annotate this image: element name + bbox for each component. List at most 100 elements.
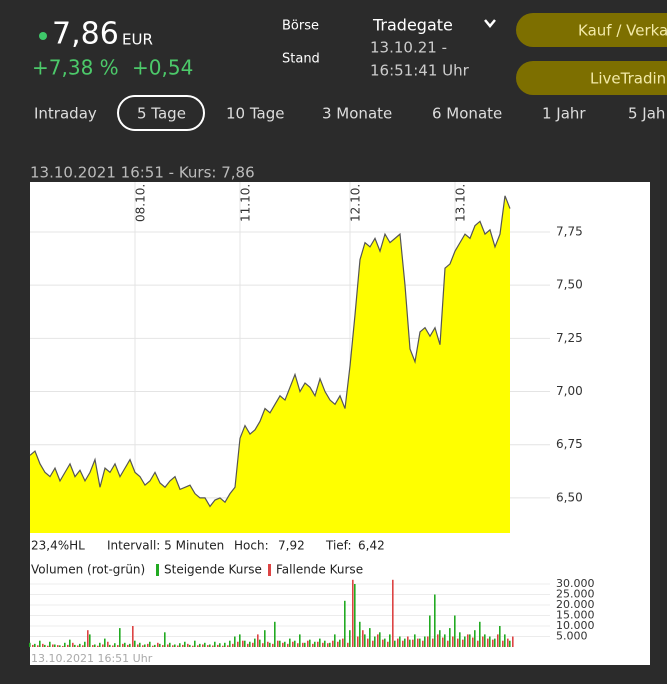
volume-bar (314, 641, 316, 647)
volume-bar (419, 638, 421, 647)
volume-bar (237, 641, 239, 647)
volume-bar (137, 644, 139, 647)
volume-bar (282, 642, 284, 647)
volume-bar (104, 638, 106, 647)
volume-bar (279, 640, 281, 647)
exchange-label: Börse (282, 19, 319, 34)
y-tick-label: 6,50 (556, 490, 583, 504)
livetrading-button-label[interactable]: LiveTradin (590, 70, 666, 88)
volume-bar (162, 645, 164, 647)
time-label: Stand (282, 52, 320, 67)
tab[interactable]: 6 Monate (432, 105, 502, 123)
volume-bar (234, 636, 236, 647)
livetrading-button[interactable] (516, 61, 667, 95)
volume-bar (72, 642, 74, 647)
volume-bar (449, 628, 451, 647)
tab[interactable]: 10 Tage (226, 105, 284, 123)
dropdown-arrow[interactable] (484, 19, 496, 28)
volume-bar (214, 641, 216, 647)
volume-bar (244, 640, 246, 647)
volume-bar (334, 634, 336, 647)
volume-bar (364, 634, 366, 647)
volume-bar (344, 600, 346, 647)
volume-bar (29, 642, 31, 647)
price-chart: 6,50 6,75 7,00 7,25 7,50 7,75 08.10. 11.10. 12.1… (29, 182, 583, 533)
volume-bar (194, 640, 196, 647)
volume-bar (89, 634, 91, 647)
volume-bar (434, 594, 436, 647)
volume-bar (264, 630, 266, 647)
volume-bar (159, 643, 161, 647)
volume-bar (354, 583, 356, 647)
volume-bar (407, 636, 409, 647)
volume-bar (202, 644, 204, 647)
trade-button-label[interactable]: Kauf / Verka (578, 22, 667, 40)
trade-button[interactable] (516, 13, 667, 47)
volume-bar (284, 641, 286, 647)
interval: Intervall: 5 Minuten (107, 539, 224, 553)
x-tick-label: 13.10. (454, 184, 468, 222)
volume-bar (127, 644, 129, 647)
volume-bar (254, 638, 256, 647)
high: 7,92 (278, 539, 305, 553)
volume-bar (257, 634, 259, 647)
legend-swatch (156, 564, 159, 576)
volume-bar (154, 644, 156, 647)
low: 6,42 (358, 539, 385, 553)
volume-bar (484, 634, 486, 647)
date: 13.10.21 - (370, 39, 447, 57)
tab[interactable]: 1 Jahr (542, 105, 586, 123)
volume-bar (432, 638, 434, 647)
change-percent: +7,38 % (32, 56, 119, 80)
volume-bar (74, 644, 76, 647)
low-label: Tief: (325, 539, 352, 553)
volume-bar (252, 642, 254, 647)
volume-bar (474, 630, 476, 647)
volume-bar (69, 639, 71, 647)
volume-bar (249, 641, 251, 647)
volume-bar (392, 579, 394, 647)
volume-bar (447, 640, 449, 647)
volume-bar (119, 628, 121, 647)
y-tick-label: 7,75 (556, 224, 583, 238)
volume-bar (57, 645, 59, 647)
exchange-select[interactable]: Tradegate (372, 16, 453, 35)
volume-bar (302, 642, 304, 647)
tab[interactable]: Intraday (34, 105, 97, 123)
volume-bar (199, 643, 201, 647)
volume-bar (272, 643, 274, 647)
volume-bar (327, 643, 329, 647)
volume-bar (172, 645, 174, 647)
tab[interactable]: 5 Tage (137, 105, 186, 123)
currency: EUR (122, 31, 153, 49)
legend-swatch (268, 564, 271, 576)
volume-bar (307, 640, 309, 647)
tab[interactable]: 3 Monate (322, 105, 392, 123)
volume-bar (42, 643, 44, 647)
volume-bar (82, 645, 84, 647)
volume-bar (509, 640, 511, 647)
x-tick-label: 12.10. (349, 184, 363, 222)
tab[interactable]: 5 Jah (628, 105, 665, 123)
volume-bar (79, 643, 81, 647)
volume-bar (144, 644, 146, 647)
y-tick-label: 30.000 (556, 577, 595, 590)
volume-bar (444, 634, 446, 647)
volume-bar (124, 642, 126, 647)
volume-bar (224, 642, 226, 647)
volume-bar (342, 638, 344, 647)
volume-bar (109, 644, 111, 647)
volume-bar (49, 641, 51, 647)
active-tab-border[interactable] (117, 95, 205, 131)
y-tick-label: 7,50 (556, 278, 583, 292)
volume-bar (479, 621, 481, 647)
volume-bar (427, 636, 429, 647)
volume-bar (499, 625, 501, 647)
footer: 13.10.2021 16:51 Uhr (31, 652, 153, 665)
volume-bar (377, 634, 379, 647)
volume-bar (54, 644, 56, 647)
volume-bar (319, 638, 321, 647)
y-tick-label: 20.000 (556, 598, 595, 611)
volume-bar (472, 637, 474, 647)
